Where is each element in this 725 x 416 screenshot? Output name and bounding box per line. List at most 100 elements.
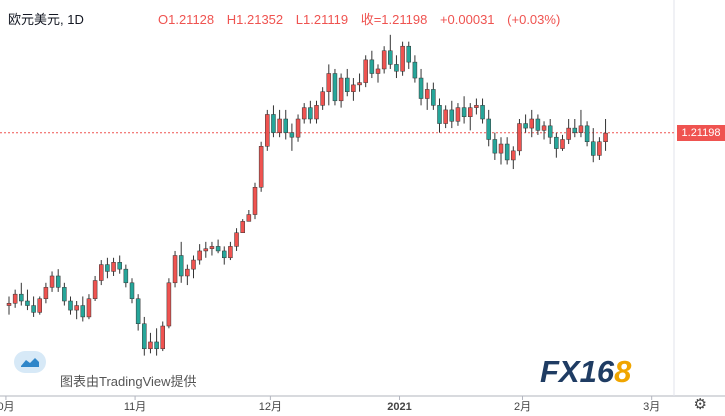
candle <box>554 132 559 158</box>
candle-body <box>74 305 79 311</box>
candle <box>68 296 73 315</box>
candle <box>240 219 245 233</box>
candle-body <box>209 246 215 249</box>
time-axis-labels: 0月 11月 12月 2021 2月 3月 <box>0 396 660 413</box>
candle <box>6 296 12 315</box>
last-price-badge: 1.21198 <box>677 124 725 141</box>
candle-body <box>468 107 473 117</box>
candle-body <box>455 107 461 122</box>
candle-body <box>492 139 498 154</box>
candle <box>43 282 49 304</box>
candle-body <box>345 77 350 92</box>
candle <box>129 278 135 304</box>
candle-body <box>166 282 172 327</box>
candle-body <box>332 73 338 102</box>
candle <box>25 289 30 311</box>
candle <box>111 257 116 276</box>
candle <box>541 121 547 140</box>
candle <box>203 241 209 258</box>
candle <box>135 294 141 331</box>
candle <box>437 98 442 133</box>
candle-body <box>363 59 368 83</box>
candle <box>178 241 184 283</box>
candle-body <box>541 125 547 131</box>
candle <box>301 103 307 124</box>
candle <box>308 100 313 124</box>
candle-body <box>369 59 375 74</box>
candle <box>99 260 104 286</box>
gear-icon[interactable]: ⚙ <box>693 396 707 413</box>
candle-body <box>246 214 252 222</box>
candle-body <box>37 298 42 313</box>
x-tick-label: 2月 <box>514 401 531 413</box>
candle <box>283 109 288 140</box>
candle <box>191 255 196 279</box>
candle-body <box>105 264 110 272</box>
candle-body <box>92 280 98 299</box>
candle <box>326 64 332 106</box>
candle-body <box>474 105 479 108</box>
fx168-logo: FX168 <box>540 354 631 390</box>
candle <box>375 64 381 83</box>
candle <box>504 137 510 165</box>
candle-body <box>252 187 258 215</box>
candle <box>517 119 522 156</box>
close-value: 收=1.21198 <box>360 12 428 27</box>
candle <box>74 301 79 320</box>
candle-body <box>418 77 424 99</box>
open-value: O1.21128 <box>158 12 215 27</box>
candle-body <box>480 105 485 120</box>
candle-body <box>308 107 313 120</box>
candle <box>584 121 590 147</box>
candle-body <box>412 61 418 79</box>
candle-body <box>80 305 86 318</box>
candle-body <box>431 89 436 106</box>
x-tick-label: 3月 <box>643 401 660 413</box>
candle-body <box>148 341 153 350</box>
candle <box>252 182 258 220</box>
candle-body <box>498 143 504 154</box>
candle-body <box>283 118 288 133</box>
candle-body <box>203 248 209 252</box>
candle <box>332 68 338 106</box>
candle <box>388 34 393 69</box>
x-tick-label: 2021 <box>387 401 411 413</box>
candle <box>461 96 467 124</box>
candle-body <box>529 118 534 129</box>
candle <box>277 109 282 138</box>
candle <box>49 271 55 292</box>
candle-body <box>572 127 578 133</box>
candle <box>222 246 227 265</box>
candle-body <box>43 287 49 299</box>
interval-label[interactable]: 1D <box>67 12 84 27</box>
candle <box>295 114 301 142</box>
candle-body <box>258 146 264 188</box>
candle-body <box>31 305 36 313</box>
tradingview-watermark[interactable] <box>14 351 46 373</box>
candle <box>381 46 387 74</box>
candle-body <box>314 105 319 120</box>
candle-body <box>486 118 491 140</box>
candle <box>62 282 67 306</box>
candle-body <box>289 132 295 138</box>
candle-body <box>123 268 129 284</box>
candle <box>160 321 165 352</box>
candle-body <box>547 125 553 138</box>
candle-body <box>535 118 541 131</box>
candle <box>258 141 264 192</box>
candle-body <box>504 143 510 161</box>
candle-body <box>351 84 356 92</box>
candle-body <box>62 287 67 302</box>
candle <box>486 109 491 147</box>
tradingview-logo-icon <box>14 351 46 373</box>
symbol-title[interactable]: 欧元美元, 1D <box>8 9 84 28</box>
candle <box>105 257 110 279</box>
candle <box>357 73 362 92</box>
candle <box>246 210 252 222</box>
candle-body <box>49 275 55 288</box>
candle <box>92 275 98 301</box>
candle <box>394 55 399 79</box>
candle-body <box>222 250 227 259</box>
candle <box>560 134 565 151</box>
